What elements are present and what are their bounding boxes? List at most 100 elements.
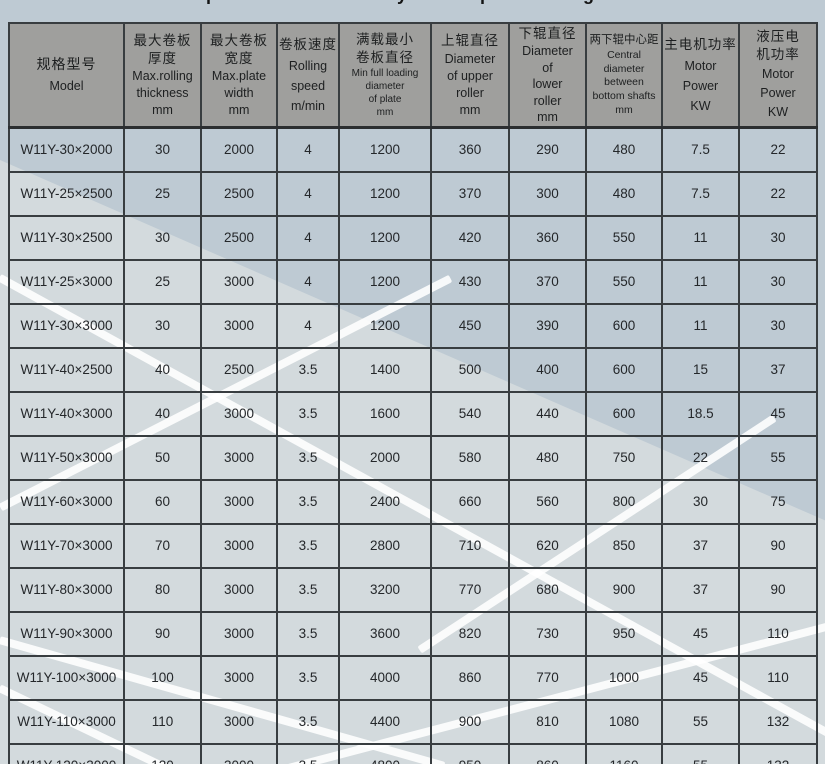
column-header-max-plate-width: 最大卷板 宽度 Max.plate width mm: [200, 21, 278, 129]
value-cell: 80: [123, 566, 202, 613]
value-cell: 580: [430, 434, 510, 481]
value-cell: 3.5: [276, 522, 340, 569]
table-header: 规格型号 Model 最大卷板 厚度 Max.rolling thickness mm 最大卷…: [8, 21, 818, 129]
value-cell: 40: [123, 390, 202, 437]
value-cell: 4: [276, 258, 340, 305]
model-cell: W11Y-25×2500: [8, 170, 125, 217]
value-cell: 3.5: [276, 566, 340, 613]
value-cell: 120: [123, 742, 202, 764]
table-row: W11Y-25×3000 25 3000 4 1200 430 370 550 11 30: [8, 258, 818, 305]
value-cell: 390: [508, 302, 587, 349]
value-cell: 370: [508, 258, 587, 305]
value-cell: 450: [430, 302, 510, 349]
value-cell: 55: [661, 698, 740, 745]
header-line: 最大卷板: [133, 32, 192, 48]
value-cell: 3.5: [276, 610, 340, 657]
value-cell: 15: [661, 346, 740, 393]
value-cell: 40: [123, 346, 202, 393]
value-cell: 710: [430, 522, 510, 569]
model-cell: W11Y-30×2000: [8, 126, 125, 173]
header-line: 宽度: [224, 50, 254, 66]
value-cell: 950: [585, 610, 663, 657]
value-cell: 4000: [338, 654, 432, 701]
value-cell: 22: [738, 126, 818, 173]
value-cell: 1200: [338, 126, 432, 173]
value-cell: 1200: [338, 170, 432, 217]
model-cell: W11Y-70×3000: [8, 522, 125, 569]
value-cell: 770: [508, 654, 587, 701]
header-line: Min full loading: [351, 67, 419, 79]
value-cell: 1600: [338, 390, 432, 437]
value-cell: 4: [276, 170, 340, 217]
value-cell: 60: [123, 478, 202, 525]
header-line: mm: [615, 103, 633, 116]
value-cell: 30: [661, 478, 740, 525]
value-cell: 2500: [200, 214, 278, 261]
header-line: mm: [459, 102, 481, 117]
value-cell: 850: [585, 522, 663, 569]
model-cell: W11Y-30×2500: [8, 214, 125, 261]
value-cell: 37: [661, 566, 740, 613]
header-line: Diameter: [444, 51, 496, 66]
value-cell: 2000: [338, 434, 432, 481]
value-cell: 730: [508, 610, 587, 657]
value-cell: 110: [738, 654, 818, 701]
value-cell: 3000: [200, 302, 278, 349]
model-cell: W11Y-30×3000: [8, 302, 125, 349]
header-line: 主电机功率: [664, 37, 737, 53]
value-cell: 25: [123, 170, 202, 217]
value-cell: 620: [508, 522, 587, 569]
value-cell: 560: [508, 478, 587, 525]
value-cell: 3.5: [276, 390, 340, 437]
value-cell: 680: [508, 566, 587, 613]
value-cell: 2000: [200, 126, 278, 173]
model-cell: W11Y-90×3000: [8, 610, 125, 657]
value-cell: 290: [508, 126, 587, 173]
value-cell: 770: [430, 566, 510, 613]
value-cell: 4: [276, 126, 340, 173]
cropped-title: Main specification of the hydraulic plat…: [0, 0, 825, 3]
table-row: W11Y-120×300012030003.548009508601160551…: [8, 742, 818, 764]
value-cell: 550: [585, 214, 663, 261]
value-cell: 900: [430, 698, 510, 745]
header-line: 上辊直径: [441, 33, 499, 49]
value-cell: 1000: [585, 654, 663, 701]
header-line: Diameter: [522, 44, 573, 59]
value-cell: 11: [661, 214, 740, 261]
header-line: mm: [376, 106, 394, 118]
header-line: mm: [228, 103, 250, 118]
value-cell: 550: [585, 258, 663, 305]
value-cell: 750: [585, 434, 663, 481]
value-cell: 600: [585, 302, 663, 349]
column-header-main-motor-power: 主电机功率 Motor Power KW: [661, 21, 740, 129]
value-cell: 50: [123, 434, 202, 481]
value-cell: 37: [661, 522, 740, 569]
value-cell: 55: [738, 434, 818, 481]
value-cell: 800: [585, 478, 663, 525]
model-cell: W11Y-40×2500: [8, 346, 125, 393]
model-cell: W11Y-80×3000: [8, 566, 125, 613]
value-cell: 3600: [338, 610, 432, 657]
value-cell: 4: [276, 214, 340, 261]
value-cell: 400: [508, 346, 587, 393]
value-cell: 440: [508, 390, 587, 437]
value-cell: 45: [738, 390, 818, 437]
header-line: 规格型号: [36, 55, 97, 72]
value-cell: 3000: [200, 390, 278, 437]
value-cell: 370: [430, 170, 510, 217]
value-cell: 45: [661, 654, 740, 701]
table-row: W11Y-90×3000 90 3000 3.5 3600 820 730 950 45 110: [8, 610, 818, 657]
value-cell: 420: [430, 214, 510, 261]
value-cell: 660: [430, 478, 510, 525]
model-cell: W11Y-60×3000: [8, 478, 125, 525]
header-line: between: [604, 76, 644, 89]
table-row: W11Y-30×3000 30 3000 4 1200 450 390 600 11 30: [8, 302, 818, 349]
header-line: thickness: [136, 86, 189, 101]
header-line: Model: [49, 78, 84, 93]
header-line: 卷板速度: [279, 37, 337, 53]
value-cell: 3.5: [276, 434, 340, 481]
value-cell: 132: [738, 742, 818, 764]
value-cell: 300: [508, 170, 587, 217]
header-line: bottom shafts: [592, 90, 656, 103]
